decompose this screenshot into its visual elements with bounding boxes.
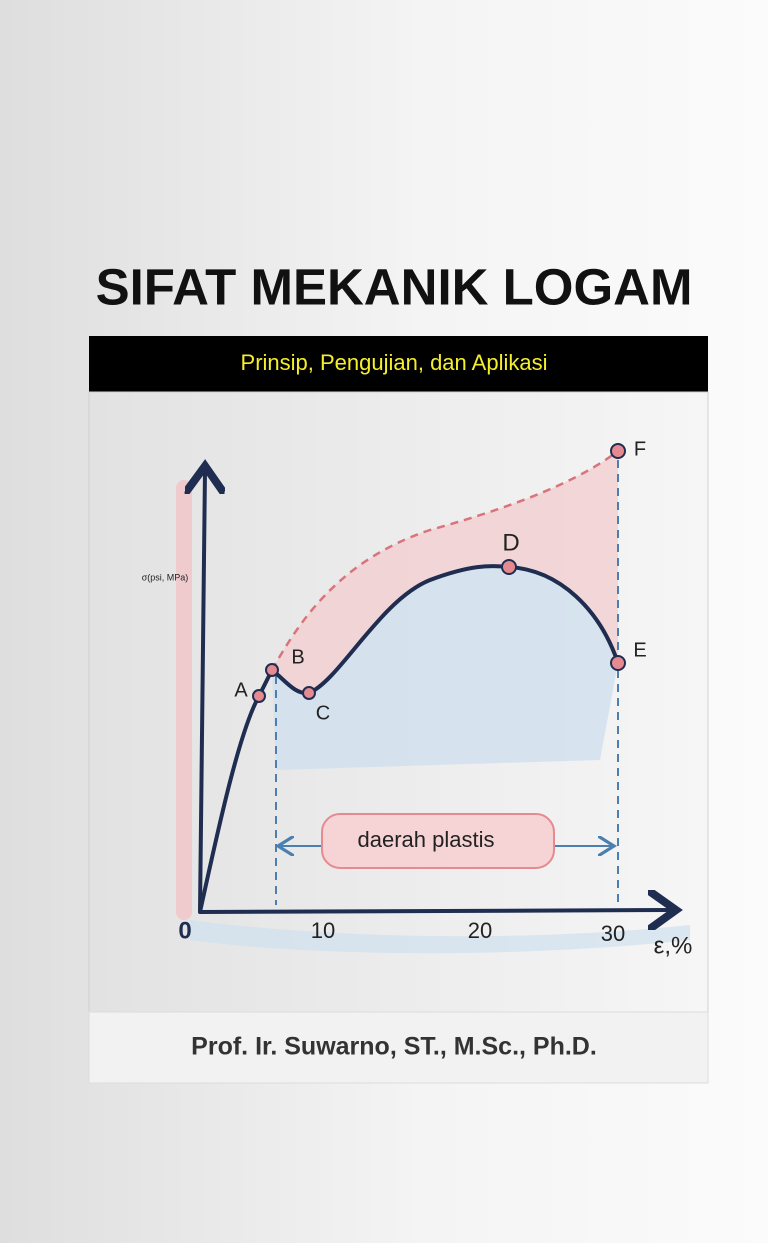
curve-point (252, 689, 266, 703)
point-label: F (634, 438, 646, 460)
point-label: B (291, 646, 304, 668)
pink-region (272, 451, 618, 694)
x-tick-label: 0 (178, 917, 191, 944)
y-axis-label: σ(psi, MPa) (142, 572, 189, 582)
point-label: C (316, 702, 330, 724)
author-box (88, 1011, 709, 1084)
x-tick-label: 20 (468, 918, 492, 943)
point-label: E (633, 639, 646, 661)
x-tick-label: 30 (601, 921, 625, 946)
region-banner (321, 813, 555, 869)
title: SIFAT MEKANIK LOGAM (96, 258, 693, 315)
axis-shadow (190, 920, 690, 954)
point-label: D (502, 529, 519, 556)
stress-strain-curve (198, 564, 620, 914)
curve-point (610, 655, 626, 671)
curve-point (501, 559, 517, 575)
x-tick-label: 10 (311, 918, 335, 943)
subtitle-banner (89, 336, 708, 392)
blue-region (272, 566, 618, 770)
fracture-curve (270, 450, 619, 671)
curve-point (302, 686, 316, 700)
subtitle: Prinsip, Pengujian, dan Aplikasi (241, 350, 548, 375)
curve-point (265, 663, 279, 677)
x-axis (199, 910, 672, 912)
axis-shadow (176, 480, 192, 920)
curve-point (610, 443, 626, 459)
point-label: A (234, 679, 248, 701)
author: Prof. Ir. Suwarno, ST., M.Sc., Ph.D. (191, 1033, 597, 1061)
region-label: daerah plastis (358, 827, 495, 852)
y-axis (200, 470, 205, 913)
x-axis-label: ε,% (654, 932, 693, 959)
